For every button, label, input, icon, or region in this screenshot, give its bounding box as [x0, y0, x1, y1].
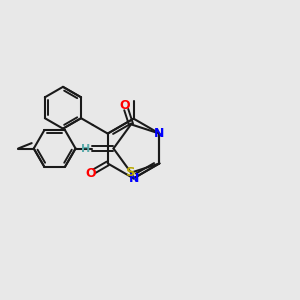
Text: H: H — [81, 143, 90, 154]
Text: O: O — [85, 167, 96, 180]
Text: S: S — [126, 166, 136, 179]
Text: O: O — [120, 99, 130, 112]
Text: N: N — [154, 127, 165, 140]
Text: N: N — [128, 172, 139, 185]
